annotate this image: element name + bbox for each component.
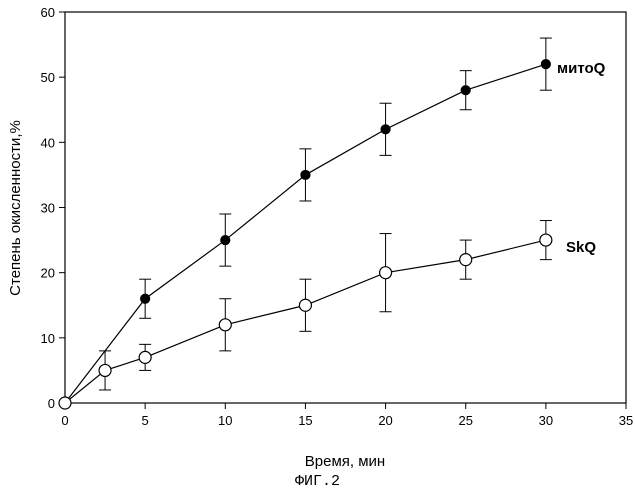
data-point — [218, 318, 232, 332]
x-tick-label: 10 — [218, 413, 232, 428]
y-tick-label: 50 — [41, 70, 55, 85]
x-tick-label: 15 — [298, 413, 312, 428]
series-label-mitoq: митоQ — [557, 60, 606, 77]
data-point — [460, 85, 471, 96]
y-tick-label: 10 — [41, 331, 55, 346]
y-tick-label: 40 — [41, 135, 55, 150]
y-axis: 0 10 20 30 40 50 60 — [41, 5, 65, 411]
y-tick-label: 30 — [41, 201, 55, 216]
data-point — [220, 234, 231, 246]
series-label-skq: SkQ — [566, 239, 596, 256]
x-tick-label: 35 — [619, 413, 633, 428]
series-layer — [58, 37, 553, 410]
x-tick-label: 25 — [458, 413, 472, 428]
data-point — [98, 363, 112, 378]
y-tick-label: 60 — [41, 5, 55, 20]
data-point — [459, 253, 473, 267]
data-point — [58, 396, 72, 410]
x-tick-label: 30 — [539, 413, 553, 428]
x-tick-label: 0 — [61, 413, 68, 428]
data-point — [539, 233, 553, 247]
data-point — [138, 350, 152, 364]
series-1 — [58, 220, 553, 410]
x-axis-title: Время, мин — [305, 453, 385, 470]
x-tick-label: 20 — [378, 413, 392, 428]
series-0 — [59, 37, 552, 409]
series-line — [64, 63, 547, 404]
x-axis: 0 5 10 15 20 25 30 35 — [61, 403, 633, 428]
x-tick-label: 5 — [142, 413, 149, 428]
figure-caption: ФИГ.2 — [294, 473, 340, 490]
y-tick-label: 0 — [48, 396, 55, 411]
data-point — [298, 298, 313, 312]
series-line — [64, 239, 546, 404]
data-point — [300, 169, 311, 181]
y-tick-label: 20 — [41, 266, 55, 281]
data-point — [540, 59, 551, 70]
data-point — [378, 266, 393, 280]
y-axis-title: Степень окисленности,% — [7, 120, 24, 296]
data-point — [380, 124, 391, 135]
data-point — [140, 293, 151, 304]
